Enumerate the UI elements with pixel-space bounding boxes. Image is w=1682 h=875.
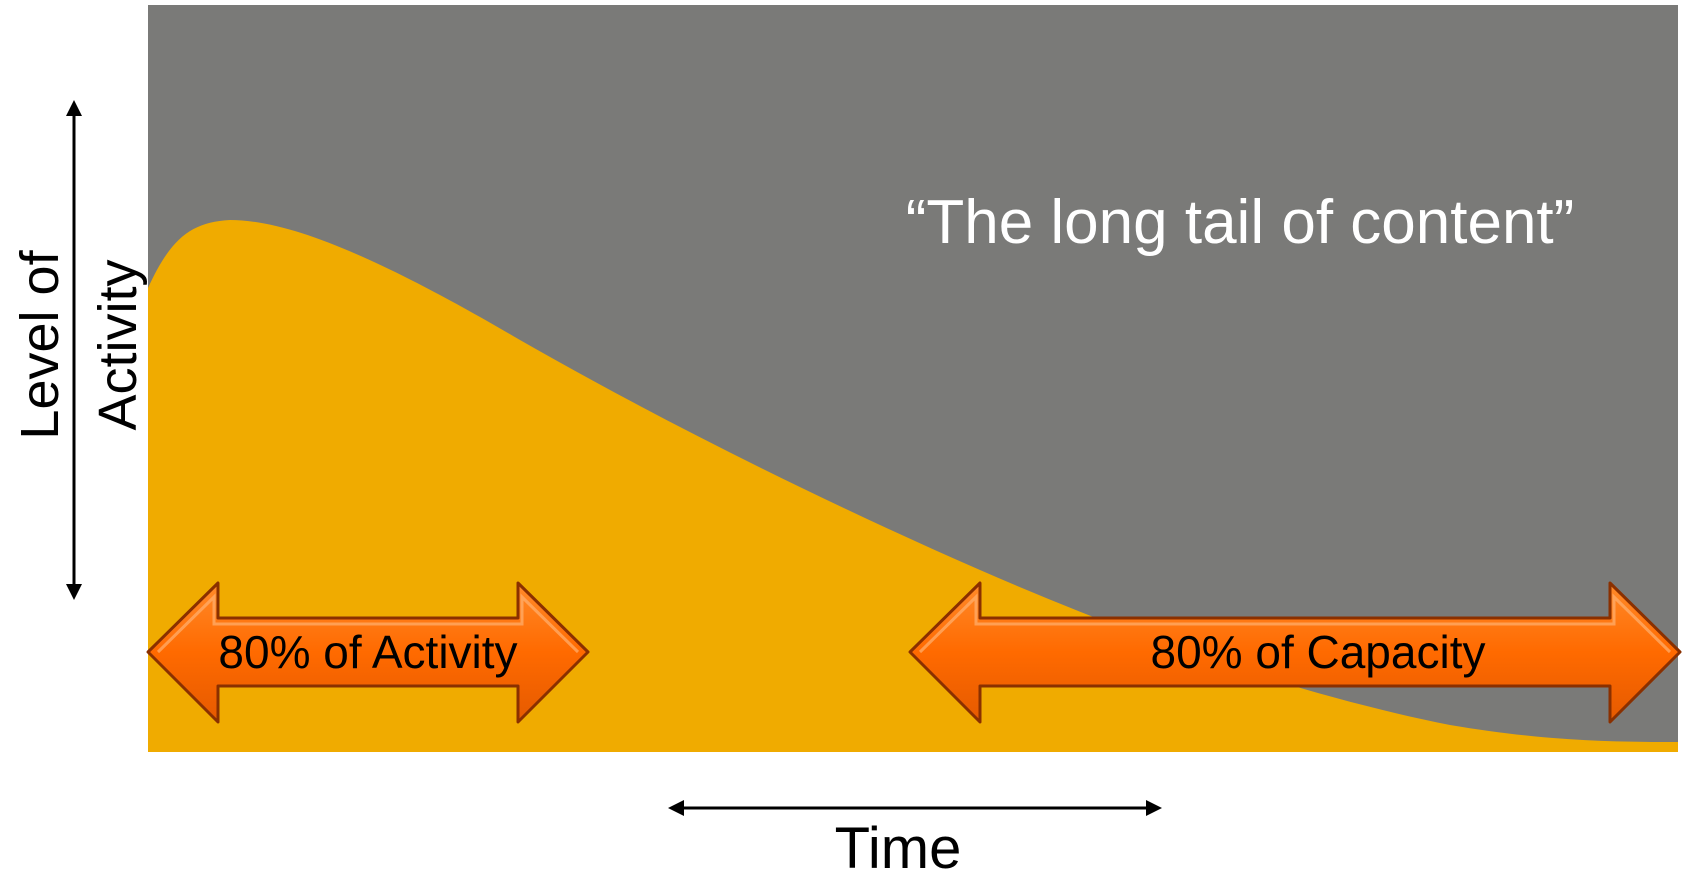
y-axis-label-line2: Activity — [88, 259, 148, 430]
x-axis-arrow — [668, 800, 1162, 816]
x-axis-label: Time — [835, 816, 962, 875]
capacity-arrow-shape — [908, 581, 1682, 724]
activity-arrow-shape — [146, 581, 590, 724]
capacity-double-arrow: 80% of Capacity — [908, 581, 1682, 724]
capacity-arrow-bevel — [918, 593, 1672, 654]
diagram-title: “The long tail of content” — [906, 188, 1575, 257]
capacity-arrow-label: 80% of Capacity — [1151, 626, 1486, 678]
activity-double-arrow: 80% of Activity — [146, 581, 590, 724]
y-axis-arrow — [66, 100, 82, 600]
y-axis-label-line1: Level of — [10, 249, 70, 439]
activity-arrow-label: 80% of Activity — [218, 626, 517, 678]
activity-arrow-bevel — [156, 593, 580, 654]
